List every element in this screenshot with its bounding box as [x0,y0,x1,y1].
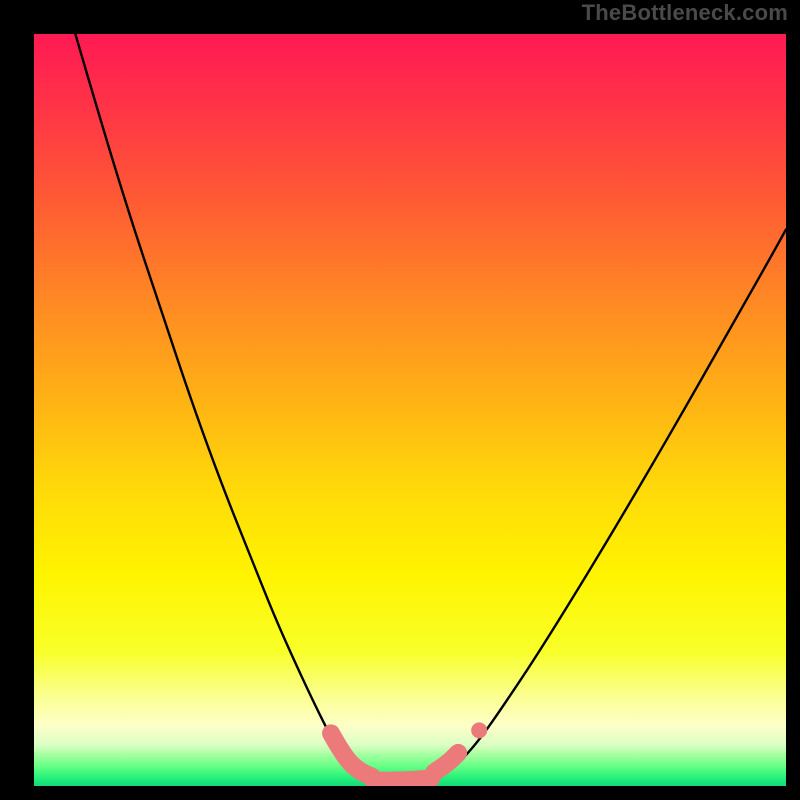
trough-highlight-segment-2 [434,753,458,773]
trough-highlight-segment-1 [374,778,431,780]
trough-highlight-segment-0 [331,733,372,777]
chart-svg [0,0,800,800]
trough-highlight-dot [471,722,487,738]
curve-right-branch [440,230,786,776]
watermark-label: TheBottleneck.com [582,0,788,26]
curve-left-branch [75,34,367,775]
chart-container: TheBottleneck.com [0,0,800,800]
